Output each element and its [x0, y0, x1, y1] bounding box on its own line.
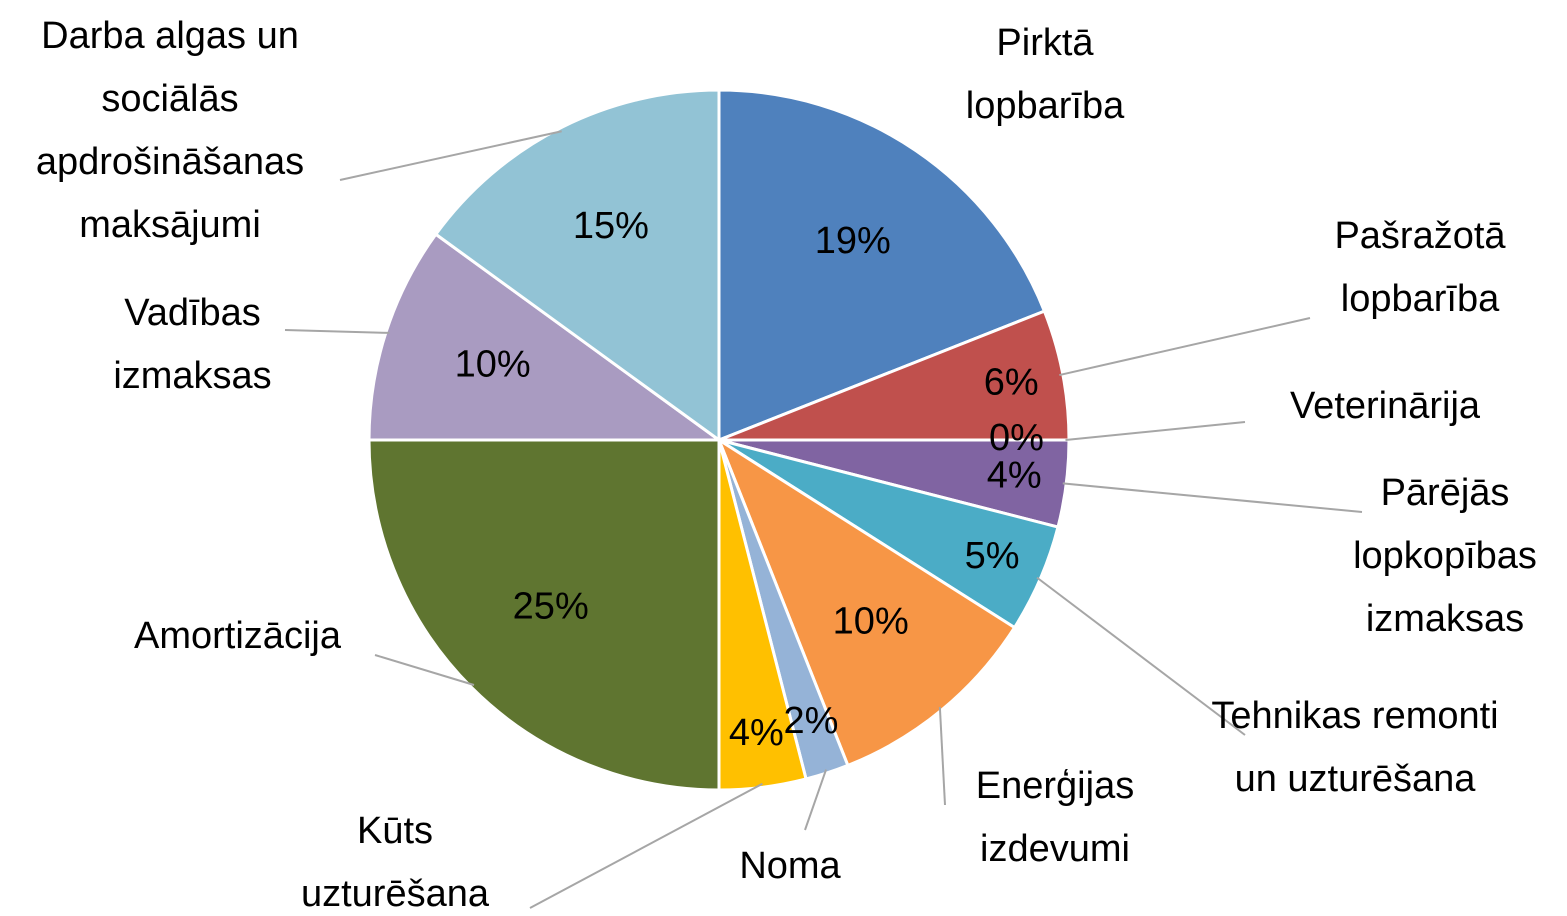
leader-line: [1062, 482, 1363, 513]
category-label: Amortizācija: [134, 615, 341, 657]
leader-line: [339, 130, 562, 181]
leader-line: [529, 782, 763, 909]
category-label: Enerģijas izdevumi: [975, 765, 1135, 870]
leader-line: [1036, 576, 1246, 736]
data-label: 4%: [987, 454, 1042, 496]
category-label: Tehnikas remonti un uzturēšana: [1211, 695, 1499, 800]
pie-slice: [715, 436, 1017, 768]
leader-line: [374, 654, 475, 686]
leader-line: [804, 769, 828, 831]
leader-line: [284, 329, 390, 334]
leader-line: [1065, 421, 1246, 441]
data-label: 15%: [573, 205, 649, 247]
category-label: Kūts uzturēšana: [300, 810, 489, 915]
pie-slice: [717, 88, 1047, 443]
pie-slice: [367, 438, 721, 792]
data-label: 6%: [984, 361, 1039, 403]
category-label: Vadības izmaksas: [113, 292, 272, 397]
data-label: 5%: [965, 535, 1020, 577]
data-label: 25%: [513, 585, 589, 627]
data-label: 10%: [455, 343, 531, 385]
data-label: 19%: [815, 220, 891, 262]
data-label: 2%: [783, 700, 838, 742]
pie-slice: [433, 88, 721, 443]
data-label: 10%: [833, 600, 909, 642]
category-label: Veterinārija: [1289, 385, 1481, 427]
category-label: Noma: [739, 845, 841, 887]
leader-line: [938, 706, 946, 806]
data-label: 4%: [729, 712, 784, 754]
leader-line: [1059, 317, 1311, 377]
data-label: 0%: [989, 417, 1044, 459]
category-label: Pirktā lopbarība: [965, 22, 1125, 127]
category-label: Pašražotā lopbarība: [1334, 215, 1506, 320]
category-label: Pārējās lopkopības izmaksas: [1353, 472, 1537, 640]
category-label: Darba algas un sociālās apdrošināšanas m…: [35, 15, 305, 246]
